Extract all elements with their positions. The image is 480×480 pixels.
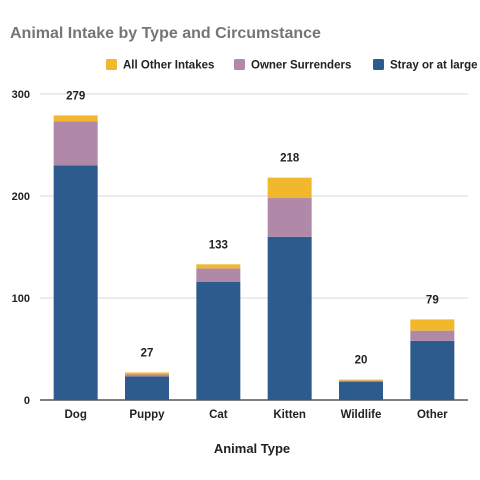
- legend-swatch-stray-or-at-large: [373, 59, 384, 70]
- bar-segment-all-other-intakes-cat: [196, 264, 241, 269]
- total-label-kitten: 218: [280, 153, 300, 165]
- legend-label-stray-or-at-large: Stray or at large: [390, 60, 478, 72]
- y-axis-ticks: 0 100 200 300: [12, 89, 30, 407]
- category-label-kitten: Kitten: [273, 409, 306, 421]
- bar-segment-owner-surrenders-puppy: [125, 374, 169, 377]
- bar-segment-stray-or-at-large-cat: [196, 281, 241, 400]
- category-label-wildlife: Wildlife: [341, 409, 382, 421]
- total-label-cat: 133: [209, 239, 228, 251]
- bar-segment-stray-or-at-large-puppy: [125, 376, 169, 400]
- bar-segment-owner-surrenders-kitten: [267, 198, 312, 237]
- total-label-other: 79: [426, 294, 439, 306]
- legend-label-owner-surrenders: Owner Surrenders: [251, 60, 351, 72]
- y-tick-label: 300: [12, 89, 30, 101]
- y-tick-label: 100: [12, 293, 30, 305]
- bar-segment-stray-or-at-large-kitten: [267, 236, 312, 400]
- y-tick-label: 0: [24, 395, 30, 407]
- bar-segment-stray-or-at-large-wildlife: [339, 381, 383, 400]
- bar-segment-all-other-intakes-other: [410, 319, 455, 331]
- bar-segment-owner-surrenders-dog: [53, 121, 98, 166]
- total-label-puppy: 27: [141, 347, 154, 359]
- bar-segment-owner-surrenders-cat: [196, 268, 241, 282]
- bar-segment-all-other-intakes-dog: [53, 115, 98, 122]
- category-label-cat: Cat: [209, 409, 228, 421]
- bar-segment-owner-surrenders-other: [410, 330, 455, 341]
- x-axis-categories: Dog Puppy Cat Kitten Wildlife Other: [64, 409, 448, 421]
- bars: [53, 115, 455, 400]
- bar-segment-stray-or-at-large-other: [410, 340, 455, 400]
- x-axis-label: Animal Type: [214, 441, 290, 456]
- legend-swatch-owner-surrenders: [234, 59, 245, 70]
- bar-segment-stray-or-at-large-dog: [53, 165, 98, 400]
- total-labels: 279 27 133 218 20 79: [66, 90, 439, 366]
- y-tick-label: 200: [12, 191, 30, 203]
- legend-label-all-other-intakes: All Other Intakes: [123, 60, 214, 72]
- chart-title: Animal Intake by Type and Circumstance: [10, 25, 321, 42]
- bar-segment-owner-surrenders-wildlife: [339, 380, 383, 382]
- legend-swatch-all-other-intakes: [106, 59, 117, 70]
- bar-segment-all-other-intakes-kitten: [267, 177, 312, 199]
- bar-segment-all-other-intakes-wildlife: [339, 379, 383, 381]
- bar-segment-all-other-intakes-puppy: [125, 372, 169, 375]
- gridlines: [40, 93, 468, 401]
- total-label-dog: 279: [66, 90, 85, 102]
- category-label-puppy: Puppy: [129, 409, 165, 421]
- total-label-wildlife: 20: [355, 355, 368, 367]
- category-label-dog: Dog: [64, 409, 86, 421]
- category-label-other: Other: [417, 409, 448, 421]
- legend: All Other Intakes Owner Surrenders Stray o…: [106, 59, 478, 72]
